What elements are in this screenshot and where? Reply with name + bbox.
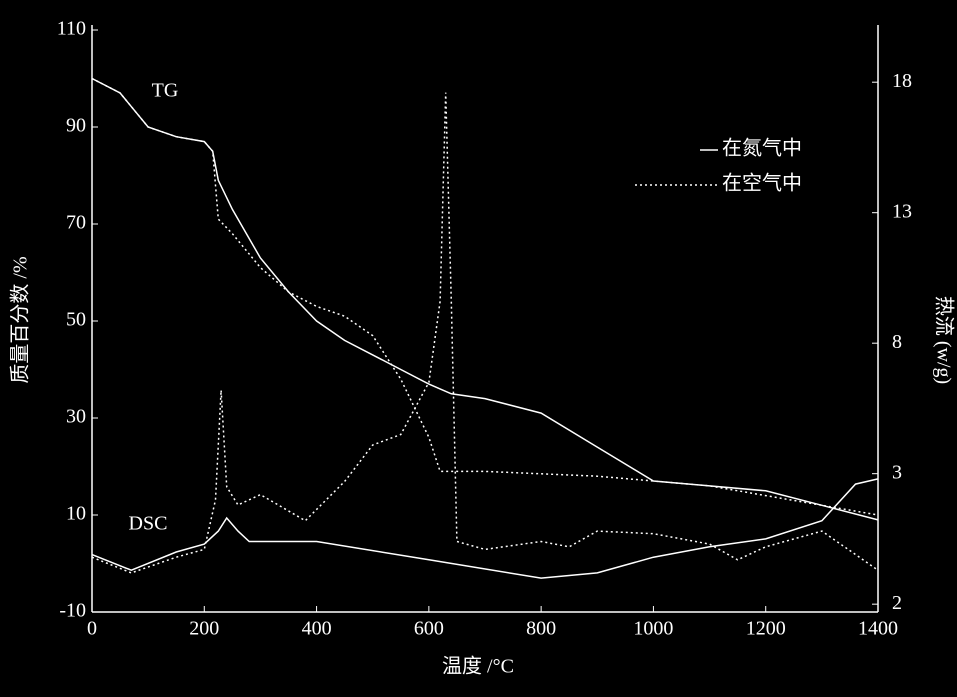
x-tick-label: 1000 (633, 618, 673, 640)
y2-tick-label: 18 (892, 70, 912, 92)
x-tick-label: 200 (189, 618, 219, 640)
x-tick-label: 0 (87, 618, 97, 640)
y-tick-label: 90 (66, 115, 86, 137)
y2-tick-label: 8 (892, 331, 902, 353)
series-line (91, 77, 879, 521)
y-tick-label: -10 (59, 600, 86, 622)
legend-label: 在氮气中 (722, 137, 802, 160)
series-line (91, 77, 879, 516)
x-tick-label: 800 (526, 618, 556, 640)
y-tick-label: 110 (57, 18, 86, 40)
legend-label: 在空气中 (722, 172, 802, 195)
x-tick-label: 600 (414, 618, 444, 640)
y2-tick-label: 2 (892, 592, 902, 614)
y-tick-label: 30 (66, 406, 86, 428)
annotation: DSC (129, 513, 168, 535)
series-line (91, 92, 879, 574)
y2-tick-label: 3 (892, 461, 902, 483)
y-tick-label: 10 (66, 503, 86, 525)
series-line (91, 478, 879, 579)
x-tick-label: 1400 (858, 618, 898, 640)
y-tick-label: 70 (66, 212, 86, 234)
y2-axis-label: 热流 (w/g) (932, 296, 955, 384)
y2-tick-label: 13 (892, 200, 912, 222)
y-tick-label: 50 (66, 309, 86, 331)
x-axis-label: 温度 /°C (442, 655, 514, 678)
x-tick-label: 1200 (746, 618, 786, 640)
annotation: TG (152, 80, 179, 102)
y-axis-label: 质量百分数 /% (9, 256, 32, 383)
x-tick-label: 400 (302, 618, 332, 640)
